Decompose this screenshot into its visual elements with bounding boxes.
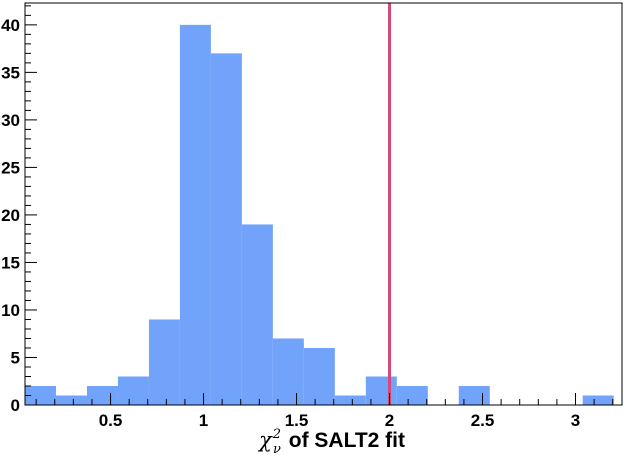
histogram-bar bbox=[303, 347, 335, 405]
y-tick-labels: 0 5 10 15 20 25 30 35 40 bbox=[1, 16, 20, 415]
x-axis-title: χ2 ν of SALT2 fit bbox=[257, 427, 405, 457]
plot-frame bbox=[24, 2, 623, 406]
y-tick-label: 35 bbox=[1, 63, 20, 82]
histogram-bar bbox=[117, 376, 149, 405]
x-axis-title-text: of SALT2 fit bbox=[283, 429, 405, 452]
histogram-bar bbox=[148, 319, 180, 405]
y-tick-label: 15 bbox=[1, 253, 20, 272]
histogram-bar bbox=[241, 224, 273, 405]
y-tick-label: 40 bbox=[1, 16, 20, 35]
x-tick-label: 0.5 bbox=[99, 411, 123, 430]
histogram-bar bbox=[272, 338, 304, 405]
y-tick-label: 10 bbox=[1, 301, 20, 320]
histogram-bar bbox=[179, 24, 211, 406]
y-tick-label: 5 bbox=[11, 348, 20, 367]
x-tick-label: 1 bbox=[199, 411, 208, 430]
histogram-bar bbox=[55, 395, 87, 405]
x-axis-title-superscript: 2 bbox=[272, 427, 281, 442]
histogram-bar bbox=[25, 385, 56, 405]
histogram-bar bbox=[582, 395, 614, 405]
histogram-bars bbox=[25, 24, 614, 406]
y-tick-label: 0 bbox=[11, 396, 20, 415]
y-tick-label: 20 bbox=[1, 206, 20, 225]
x-tick-labels: 0.5 1 1.5 2 2.5 3 bbox=[99, 411, 581, 430]
axes bbox=[24, 2, 623, 406]
x-axis-title-symbol: χ bbox=[257, 428, 273, 452]
histogram-bar bbox=[334, 395, 366, 405]
y-tick-label: 25 bbox=[1, 158, 20, 177]
x-tick-label: 2.5 bbox=[471, 411, 495, 430]
x-tick-label: 3 bbox=[571, 411, 580, 430]
x-tick-label: 2 bbox=[385, 411, 394, 430]
histogram-bar bbox=[396, 385, 428, 405]
y-tick-label: 30 bbox=[1, 111, 20, 130]
x-tick-label: 1.5 bbox=[285, 411, 309, 430]
x-axis-title-subscript: ν bbox=[273, 442, 281, 457]
histogram-bar bbox=[210, 53, 242, 405]
